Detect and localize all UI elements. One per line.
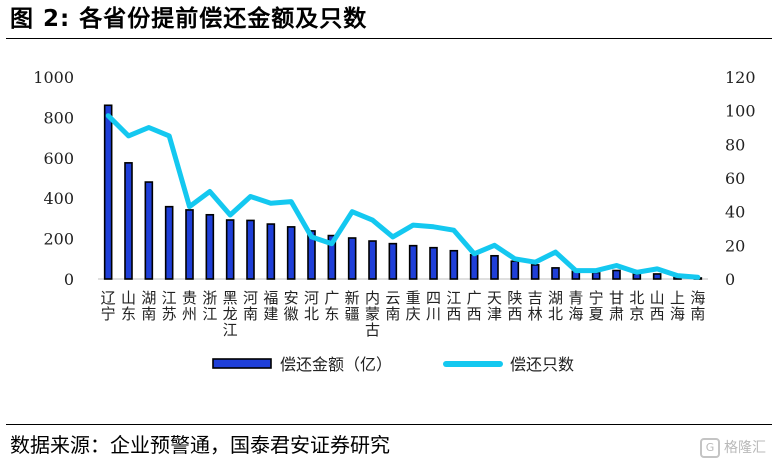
figure-title: 图 2: 各省份提前偿还金额及只数: [10, 6, 368, 32]
category-label: 上海: [670, 289, 685, 323]
category-label: 辽宁: [101, 289, 116, 323]
line-series: [105, 113, 701, 280]
legend-bar-swatch: [212, 358, 272, 369]
y-right-tick-label: 100: [725, 102, 756, 121]
y-right-tick-label: 0: [725, 270, 735, 289]
source-note: 数据来源：企业预警通，国泰君安证券研究: [10, 433, 390, 457]
category-label: 河北: [304, 289, 319, 323]
bar: [205, 213, 215, 280]
category-label: 山东: [121, 289, 136, 323]
bar: [327, 234, 337, 280]
y-left-tick-label: 1000: [33, 68, 74, 87]
bar: [124, 162, 133, 280]
category-label: 黑龙江: [223, 289, 238, 339]
legend-bar-label: 偿还金额（亿）: [280, 355, 392, 374]
bar: [510, 260, 520, 280]
category-label: 天津: [487, 289, 502, 323]
bar: [266, 223, 276, 280]
category-label: 宁夏: [589, 289, 604, 323]
y-left-tick-label: 600: [43, 149, 74, 168]
y-right-tick-label: 120: [725, 68, 756, 87]
watermark-logo-icon: G: [700, 438, 720, 458]
bottom-rule: [6, 424, 772, 425]
category-label: 广东: [324, 289, 339, 323]
bar: [144, 181, 154, 280]
category-label: 海南: [690, 289, 705, 323]
category-label: 云南: [385, 289, 400, 323]
category-label: 北京: [629, 289, 644, 323]
chart: 0 200 400 600 800 1000 0 20 40 60 80 100 120 辽宁山东湖南江苏…: [33, 68, 756, 374]
category-label: 湖南: [141, 289, 156, 323]
legend-line-label: 偿还只数: [510, 355, 574, 374]
bar: [368, 240, 377, 280]
category-label: 青海: [568, 289, 583, 323]
category-label: 陕西: [507, 289, 522, 323]
bar: [307, 230, 316, 280]
bar: [591, 271, 601, 280]
category-label: 江苏: [162, 289, 177, 323]
y-left-tick-label: 800: [43, 108, 74, 127]
bar: [652, 273, 662, 280]
category-label: 山西: [650, 289, 665, 323]
bar: [530, 264, 540, 280]
category-label: 内蒙古: [365, 289, 380, 339]
bar: [490, 254, 499, 280]
category-label: 广西: [467, 289, 482, 323]
bar: [408, 244, 418, 280]
y-right-tick-label: 20: [725, 236, 745, 255]
bar: [286, 226, 296, 280]
category-label: 重庆: [406, 289, 421, 323]
bar: [388, 242, 398, 280]
bar: [469, 253, 479, 280]
y-right-tick-label: 60: [725, 169, 745, 188]
bar: [347, 237, 357, 280]
category-label: 福建: [263, 289, 278, 323]
bar: [449, 249, 459, 280]
category-label: 甘肃: [609, 289, 624, 323]
category-label: 江西: [446, 289, 461, 323]
y-left-tick-label: 0: [64, 270, 74, 289]
category-label: 四川: [426, 289, 441, 323]
y-right-tick-label: 80: [725, 135, 745, 154]
y-right-tick-label: 40: [725, 203, 745, 222]
top-rule: [6, 38, 772, 39]
watermark: G 格隆汇: [700, 436, 766, 460]
category-label: 新疆: [345, 289, 360, 323]
bar: [429, 246, 438, 280]
category-label: 河南: [243, 289, 258, 323]
bar: [612, 269, 621, 280]
category-label: 安徽: [284, 289, 299, 323]
bar: [103, 104, 113, 280]
bar: [225, 219, 235, 280]
bar: [551, 267, 560, 280]
category-label: 贵州: [182, 289, 197, 323]
bar: [185, 209, 194, 280]
bar: [164, 205, 174, 280]
category-label: 湖北: [548, 289, 563, 323]
y-left-tick-label: 400: [43, 189, 74, 208]
bar: [246, 219, 255, 280]
y-left-tick-label: 200: [43, 230, 74, 249]
category-label: 浙江: [202, 289, 217, 323]
watermark-text: 格隆汇: [724, 440, 766, 456]
category-label: 吉林: [528, 289, 543, 323]
